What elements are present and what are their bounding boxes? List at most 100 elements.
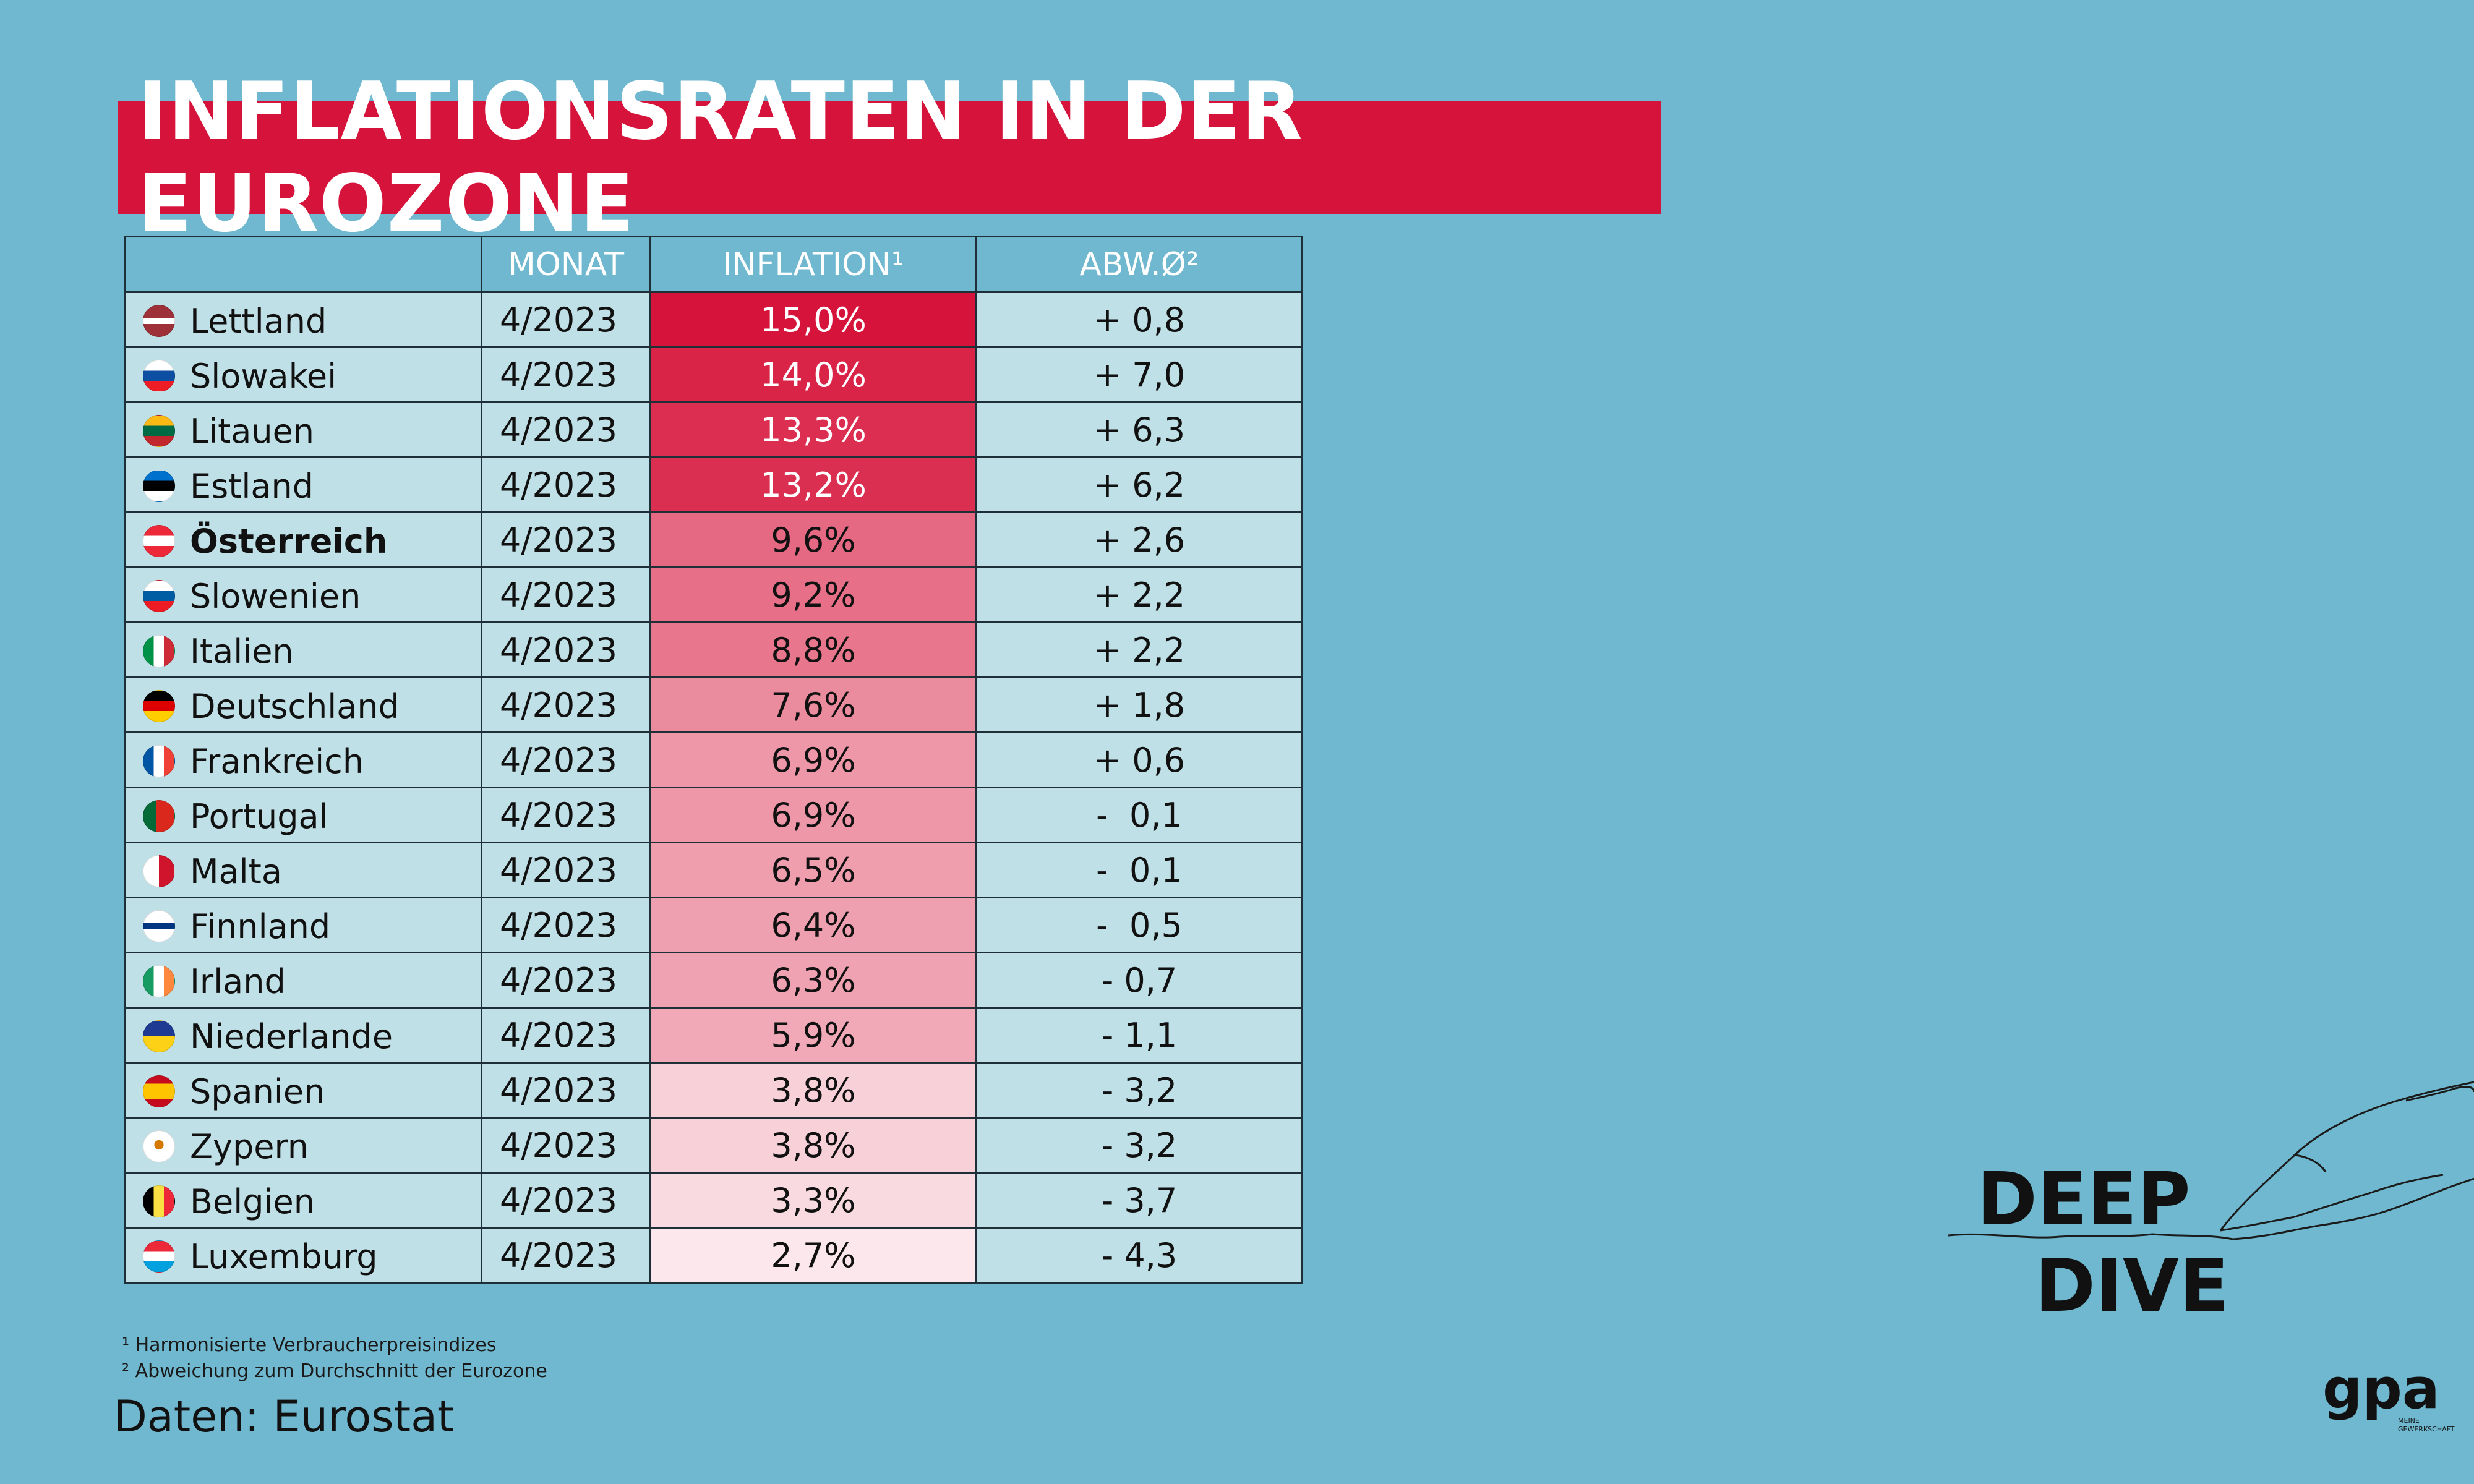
inflation-cell: 3,8% — [649, 1117, 977, 1174]
month-cell: 4/2023 — [481, 731, 651, 788]
footnotes: ¹ Harmonisierte Verbraucherpreisindizes … — [122, 1333, 547, 1384]
lithuania-flag-icon — [143, 414, 175, 447]
table-header-row: MONAT INFLATION¹ ABW.Ø² — [124, 236, 1303, 293]
inflation-cell: 6,9% — [649, 787, 977, 843]
month-cell: 4/2023 — [481, 842, 651, 898]
country-name: Italien — [190, 631, 294, 671]
cyprus-flag-icon — [143, 1130, 175, 1162]
country-cell: Italien — [124, 621, 482, 678]
month-cell: 4/2023 — [481, 511, 651, 568]
table-row: Estland 4/2023 13,2% + 6,2 — [124, 456, 1303, 513]
month-cell: 4/2023 — [481, 1117, 651, 1174]
gpa-sub1: MEINE — [2398, 1417, 2420, 1425]
hand-outline-line — [1948, 1177, 2474, 1240]
country-cell: Slowakei — [124, 346, 482, 403]
country-cell: Slowenien — [124, 566, 482, 623]
deviation-cell: - 4,3 — [975, 1227, 1303, 1284]
country-cell: Estland — [124, 456, 482, 513]
country-name: Spanien — [190, 1072, 325, 1111]
gpa-logo: gpa MEINE GEWERKSCHAFT — [2322, 1363, 2455, 1433]
country-cell: Deutschland — [124, 676, 482, 733]
malta-flag-icon — [143, 855, 175, 887]
country-name: Malta — [190, 851, 282, 891]
month-cell: 4/2023 — [481, 952, 651, 1009]
inflation-cell: 6,9% — [649, 731, 977, 788]
country-name: Irland — [190, 962, 286, 1001]
deviation-cell: + 0,8 — [975, 291, 1303, 348]
country-name: Frankreich — [190, 741, 364, 781]
country-name: Zypern — [190, 1127, 309, 1166]
deviation-cell: + 2,2 — [975, 621, 1303, 678]
deviation-cell: - 3,7 — [975, 1172, 1303, 1229]
table-row: Lettland 4/2023 15,0% + 0,8 — [124, 291, 1303, 348]
hand-icon — [2219, 1081, 2474, 1232]
month-cell: 4/2023 — [481, 456, 651, 513]
table-row: Portugal 4/2023 6,9% - 0,1 — [124, 787, 1303, 843]
deviation-cell: - 0,1 — [975, 787, 1303, 843]
dive-text: DIVE — [2035, 1243, 2229, 1328]
inflation-cell: 2,7% — [649, 1227, 977, 1284]
table-row: Slowenien 4/2023 9,2% + 2,2 — [124, 566, 1303, 623]
inflation-cell: 6,4% — [649, 897, 977, 953]
italy-flag-icon — [143, 634, 175, 667]
table-row: Österreich 4/2023 9,6% + 2,6 — [124, 511, 1303, 568]
table-row: Finnland 4/2023 6,4% - 0,5 — [124, 897, 1303, 953]
country-name: Finnland — [190, 906, 331, 946]
slovenia-flag-icon — [143, 579, 175, 612]
inflation-cell: 9,6% — [649, 511, 977, 568]
inflation-cell: 13,2% — [649, 456, 977, 513]
month-cell: 4/2023 — [481, 1062, 651, 1119]
deviation-cell: - 0,7 — [975, 952, 1303, 1009]
inflation-cell: 13,3% — [649, 401, 977, 458]
inflation-cell: 6,5% — [649, 842, 977, 898]
deviation-cell: + 1,8 — [975, 676, 1303, 733]
deep-dive-logo: DEEP DIVE — [1948, 1081, 2474, 1328]
country-name: Deutschland — [190, 686, 400, 726]
inflation-table: MONAT INFLATION¹ ABW.Ø² Lettland 4/2023 15… — [124, 236, 1303, 1284]
country-name: Österreich — [190, 521, 388, 561]
table-row: Deutschland 4/2023 7,6% + 1,8 — [124, 676, 1303, 733]
inflation-cell: 14,0% — [649, 346, 977, 403]
country-name: Slowakei — [190, 356, 337, 396]
deviation-cell: + 6,3 — [975, 401, 1303, 458]
deviation-cell: + 0,6 — [975, 731, 1303, 788]
belgium-flag-icon — [143, 1185, 175, 1217]
table-row: Niederlande 4/2023 5,9% - 1,1 — [124, 1007, 1303, 1064]
country-name: Niederlande — [190, 1017, 393, 1056]
page-title: INFLATIONSRATEN IN DER EUROZONE — [138, 65, 1303, 250]
inflation-cell: 15,0% — [649, 291, 977, 348]
table-row: Spanien 4/2023 3,8% - 3,2 — [124, 1062, 1303, 1119]
deviation-cell: + 2,2 — [975, 566, 1303, 623]
header-month: MONAT — [481, 236, 651, 293]
country-name: Slowenien — [190, 576, 361, 616]
country-name: Luxemburg — [190, 1237, 378, 1276]
gpa-sub2: GEWERKSCHAFT — [2398, 1425, 2455, 1433]
footnote-1: ¹ Harmonisierte Verbraucherpreisindizes — [122, 1334, 497, 1356]
country-cell: Frankreich — [124, 731, 482, 788]
austria-flag-icon — [143, 524, 175, 557]
month-cell: 4/2023 — [481, 621, 651, 678]
source-label: Daten: Eurostat — [114, 1391, 455, 1442]
inflation-cell: 7,6% — [649, 676, 977, 733]
inflation-cell: 6,3% — [649, 952, 977, 1009]
inflation-cell: 8,8% — [649, 621, 977, 678]
france-flag-icon — [143, 744, 175, 777]
table-row: Frankreich 4/2023 6,9% + 0,6 — [124, 731, 1303, 788]
country-name: Portugal — [190, 796, 328, 836]
table-row: Litauen 4/2023 13,3% + 6,3 — [124, 401, 1303, 458]
country-cell: Luxemburg — [124, 1227, 482, 1284]
country-cell: Lettland — [124, 291, 482, 348]
footnote-2: ² Abweichung zum Durchschnitt der Eurozo… — [122, 1360, 547, 1382]
table-row: Slowakei 4/2023 14,0% + 7,0 — [124, 346, 1303, 403]
month-cell: 4/2023 — [481, 787, 651, 843]
deviation-cell: - 3,2 — [975, 1117, 1303, 1174]
country-cell: Niederlande — [124, 1007, 482, 1064]
inflation-cell: 5,9% — [649, 1007, 977, 1064]
header-country — [124, 236, 482, 293]
inflation-cell: 9,2% — [649, 566, 977, 623]
country-cell: Belgien — [124, 1172, 482, 1229]
germany-flag-icon — [143, 689, 175, 722]
slovakia-flag-icon — [143, 359, 175, 392]
country-cell: Portugal — [124, 787, 482, 843]
deviation-cell: + 2,6 — [975, 511, 1303, 568]
